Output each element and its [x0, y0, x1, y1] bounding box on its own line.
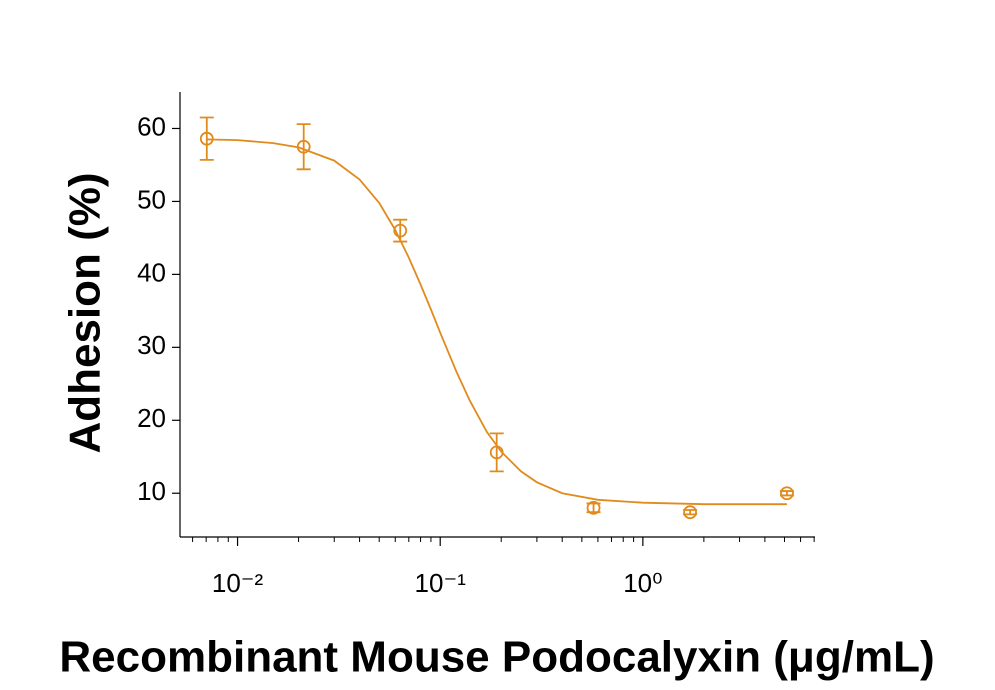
- fit-curve: [206, 138, 787, 506]
- data-point: [780, 486, 794, 501]
- error-bar: [296, 123, 311, 171]
- error-bar: [393, 218, 408, 243]
- y-tick-label: 40: [137, 257, 166, 287]
- data-point: [586, 500, 601, 515]
- x-tick-label: 10⁻²: [212, 568, 264, 598]
- y-tick-label: 60: [137, 111, 166, 141]
- x-tick-label: 10⁻¹: [415, 568, 467, 598]
- x-tick-label: 10⁰: [623, 568, 662, 598]
- error-bar: [199, 116, 214, 161]
- data-point: [489, 445, 504, 460]
- y-tick-label: 30: [137, 330, 166, 360]
- y-tick-label: 50: [137, 184, 166, 214]
- y-tick-label: 20: [137, 403, 166, 433]
- x-axis-label: Recombinant Mouse Podocalyxin (μg/mL): [59, 633, 934, 682]
- y-axis-label: Adhesion (%): [61, 172, 110, 453]
- error-bar: [489, 432, 504, 473]
- data-point: [199, 131, 214, 146]
- data-point: [296, 139, 311, 154]
- data-point: [393, 223, 408, 238]
- data-point: [683, 505, 697, 520]
- y-tick-label: 10: [137, 476, 166, 506]
